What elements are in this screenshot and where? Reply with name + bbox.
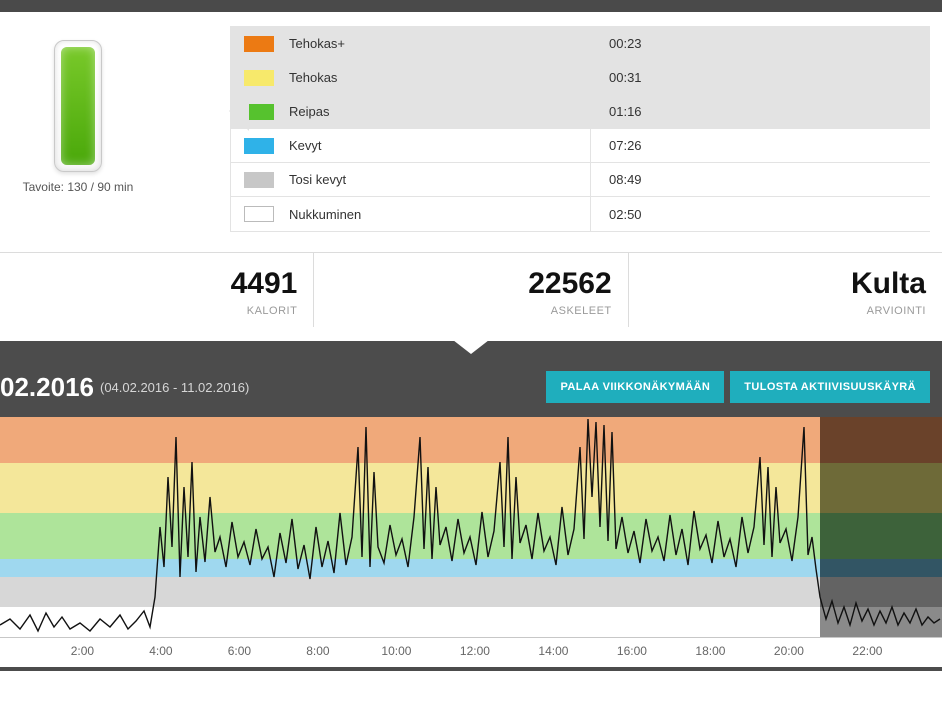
intensity-label: Tosi kevyt (287, 172, 590, 187)
top-bar (0, 0, 942, 12)
chart-plot-area (0, 417, 942, 637)
goal-indicator: Tavoite: 130 / 90 min (18, 40, 138, 194)
intensity-row: Reipas01:16 (231, 95, 930, 129)
stat-calories: 4491 KALORIT (0, 253, 314, 327)
timeline-date-range: (04.02.2016 - 11.02.2016) (100, 380, 249, 395)
stat-rating: Kulta ARVIOINTI (629, 253, 942, 327)
goal-label: Tavoite: 130 / 90 min (18, 180, 138, 194)
intensity-swatch (244, 172, 274, 188)
intensity-table: Tehokas+00:23Tehokas00:31Reipas01:16Kevy… (230, 26, 930, 232)
x-axis-tick: 22:00 (828, 644, 907, 658)
x-axis-tick: 6:00 (200, 644, 279, 658)
section-pointer-icon (453, 340, 489, 354)
intensity-swatch (244, 70, 274, 86)
intensity-time: 08:49 (590, 163, 930, 196)
back-to-week-button[interactable]: PALAA VIIKKONÄKYMÄÄN (546, 371, 724, 403)
intensity-time: 00:31 (590, 61, 930, 94)
x-axis-tick: 10:00 (357, 644, 436, 658)
x-axis-tick: 18:00 (671, 644, 750, 658)
intensity-swatch (244, 206, 274, 222)
intensity-label: Reipas (287, 104, 590, 119)
x-axis-tick: 4:00 (122, 644, 201, 658)
intensity-row: Tehokas+00:23 (231, 27, 930, 61)
activity-chart: 2:004:006:008:0010:0012:0014:0016:0018:0… (0, 417, 942, 667)
intensity-time: 00:23 (590, 27, 930, 60)
intensity-label: Tehokas (287, 70, 590, 85)
intensity-swatch-cell (231, 138, 287, 154)
intensity-time: 07:26 (590, 129, 930, 162)
timeline-section: 02.2016 (04.02.2016 - 11.02.2016) PALAA … (0, 341, 942, 671)
x-axis-tick: 2:00 (43, 644, 122, 658)
intensity-swatch (244, 104, 274, 120)
intensity-swatch-cell (231, 70, 287, 86)
intensity-time: 01:16 (590, 95, 930, 128)
stat-label: ASKELEET (330, 305, 611, 317)
intensity-label: Tehokas+ (287, 36, 590, 51)
intensity-row: Kevyt07:26 (231, 129, 930, 163)
intensity-swatch (244, 36, 274, 52)
intensity-swatch-cell (231, 172, 287, 188)
intensity-time: 02:50 (590, 197, 930, 231)
x-axis-tick: 12:00 (436, 644, 515, 658)
stat-label: ARVIOINTI (645, 305, 926, 317)
intensity-row: Tehokas00:31 (231, 61, 930, 95)
timeline-date: 02.2016 (0, 372, 94, 403)
stats-row: 4491 KALORIT 22562 ASKELEET Kulta ARVIOI… (0, 252, 942, 327)
stat-value: 4491 (16, 267, 297, 301)
x-axis-tick: 14:00 (514, 644, 593, 658)
intensity-swatch (244, 138, 274, 154)
stat-label: KALORIT (16, 305, 297, 317)
intensity-row: Tosi kevyt08:49 (231, 163, 930, 197)
summary-section: Tavoite: 130 / 90 min Tehokas+00:23Tehok… (0, 12, 942, 327)
intensity-label: Kevyt (287, 138, 590, 153)
intensity-swatch-cell (231, 206, 287, 222)
x-axis-tick: 8:00 (279, 644, 358, 658)
intensity-label: Nukkuminen (287, 207, 590, 222)
print-activity-button[interactable]: TULOSTA AKTIIVISUUSKÄYRÄ (730, 371, 930, 403)
chart-x-axis: 2:004:006:008:0010:0012:0014:0016:0018:0… (0, 637, 942, 667)
activity-trace (0, 417, 942, 637)
goal-battery-fill (61, 47, 95, 165)
intensity-swatch-cell (231, 36, 287, 52)
stat-value: Kulta (645, 267, 926, 301)
x-axis-tick: 16:00 (593, 644, 672, 658)
stat-value: 22562 (330, 267, 611, 301)
goal-battery-icon (54, 40, 102, 172)
x-axis-tick: 20:00 (750, 644, 829, 658)
stat-steps: 22562 ASKELEET (314, 253, 628, 327)
intensity-row: Nukkuminen02:50 (231, 197, 930, 231)
intensity-swatch-cell (231, 104, 287, 120)
